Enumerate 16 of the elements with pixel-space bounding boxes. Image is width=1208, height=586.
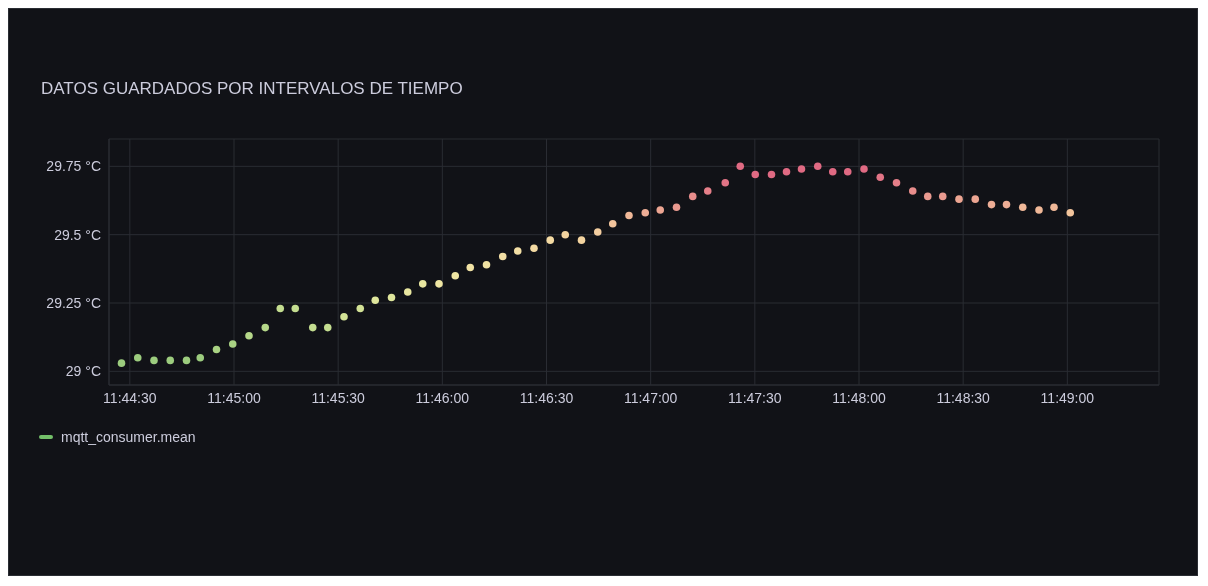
x-tick-label: 11:48:30: [936, 389, 991, 406]
chart-title: DATOS GUARDADOS POR INTERVALOS DE TIEMPO: [40, 79, 464, 99]
x-tick-label: 11:45:30: [311, 389, 366, 406]
x-tick-label: 11:47:30: [728, 389, 782, 406]
x-tick-label: 11:46:30: [519, 389, 574, 406]
x-tick-label: 11:46:00: [415, 389, 470, 406]
x-tick-label: 11:45:00: [207, 389, 261, 406]
y-tick-label: 29.75 °C: [46, 158, 101, 175]
y-tick-label: 29 °C: [65, 363, 101, 380]
x-tick-label: 11:48:00: [832, 389, 886, 406]
text: mqtt_consumer.mean: [61, 429, 196, 445]
x-tick-label: 11:49:00: [1040, 389, 1095, 406]
x-tick-label: 11:44:30: [103, 389, 157, 406]
x-tick-label: 11:47:00: [623, 389, 678, 406]
y-tick-label: 29.5 °C: [54, 226, 101, 243]
y-tick-label: 29.25 °C: [46, 294, 101, 311]
